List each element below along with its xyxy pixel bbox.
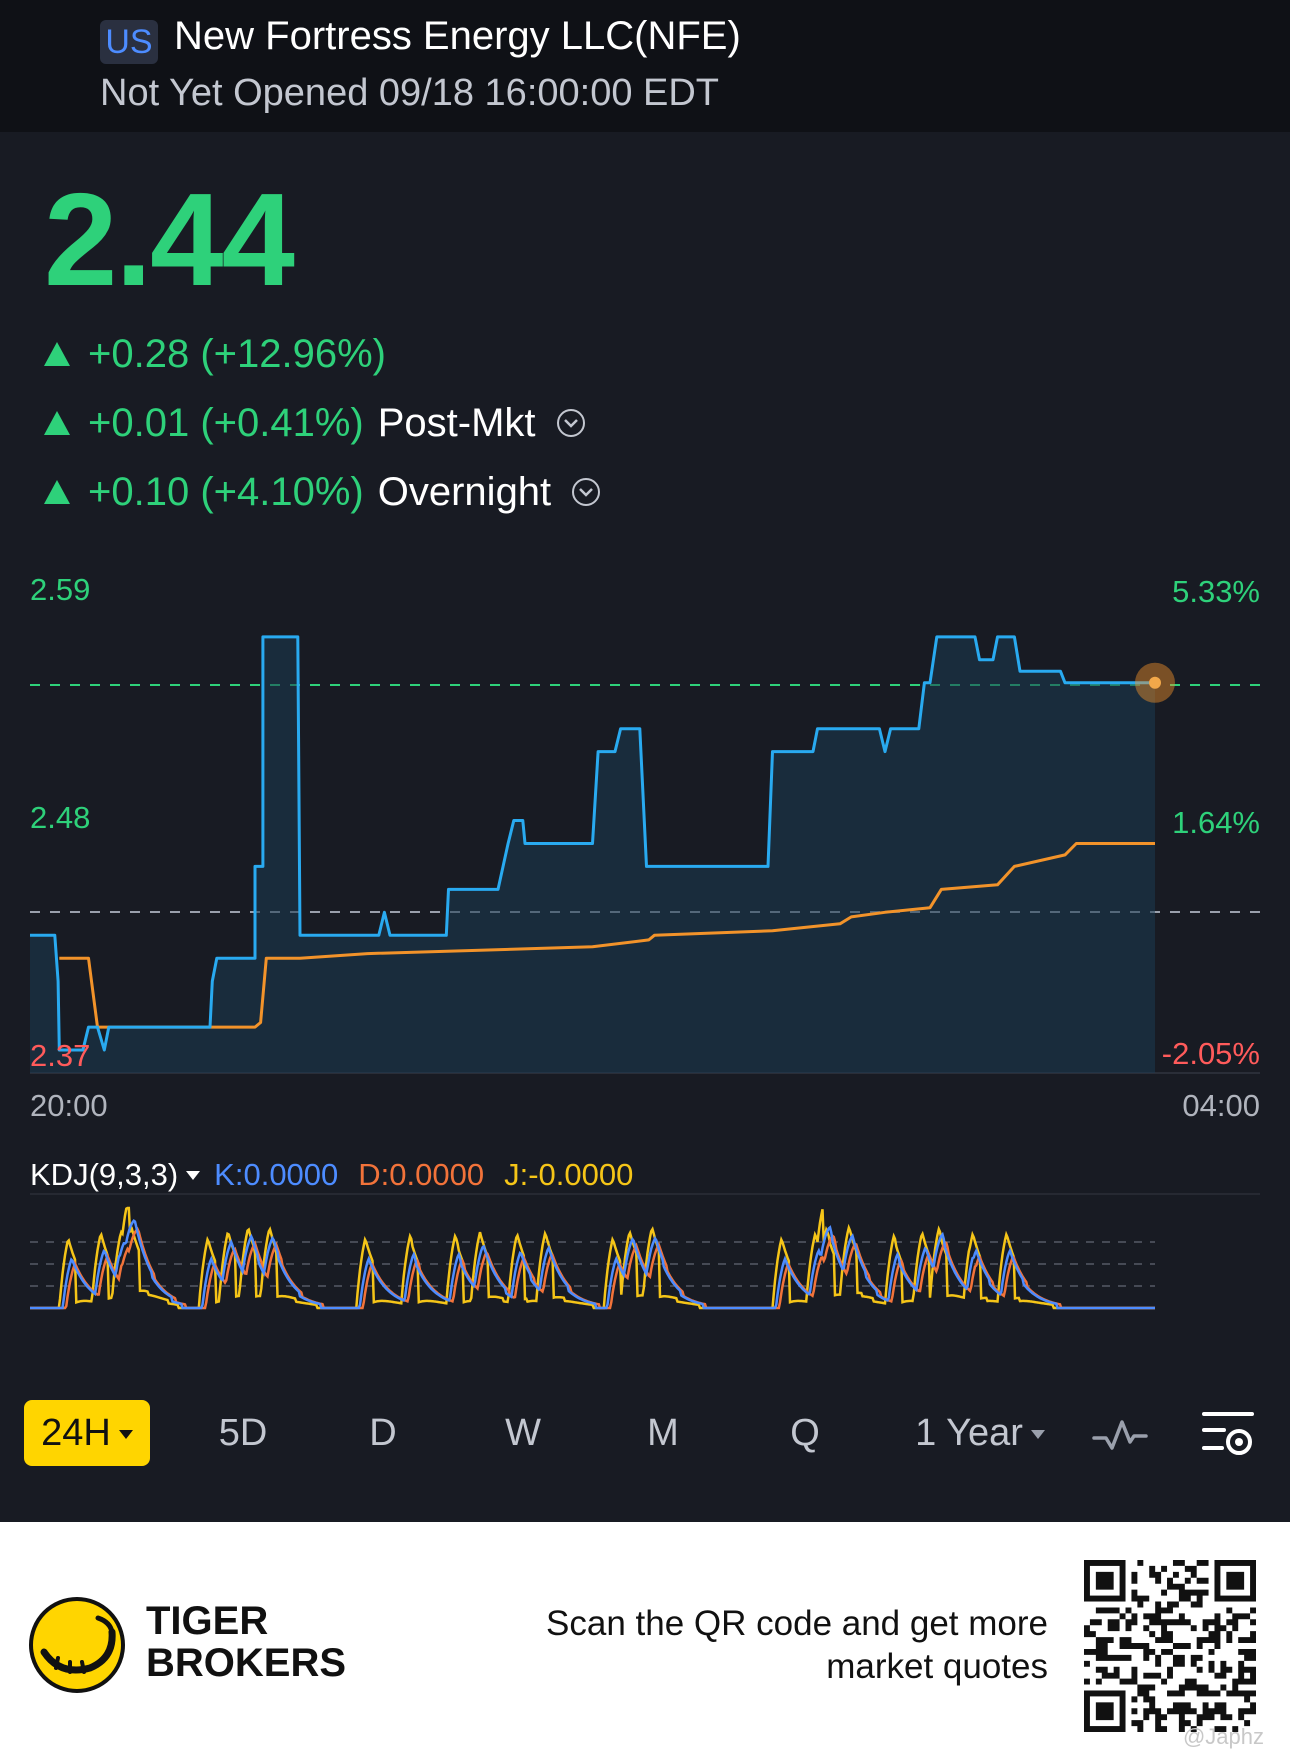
regular-change-row: +0.28 (+12.96%)	[44, 329, 386, 379]
series-layer	[30, 635, 1155, 1073]
brand-name: TIGER BROKERS	[146, 1600, 346, 1684]
qr-promo-text: Scan the QR code and get more market quo…	[488, 1602, 1048, 1688]
share-footer: TIGER BROKERS Scan the QR code and get m…	[0, 1522, 1290, 1764]
overnight-row[interactable]: +0.10 (+4.10%) Overnight	[44, 467, 601, 517]
tab-month[interactable]: M	[647, 1412, 679, 1454]
stock-title[interactable]: New Fortress Energy LLC(NFE)	[174, 14, 741, 58]
qr-modules	[1084, 1560, 1256, 1732]
watermark: @Japhz	[1182, 1724, 1264, 1749]
indicator-j-value: J:-0.0000	[504, 1157, 634, 1192]
tab-label: 24H	[41, 1412, 111, 1454]
market-badge: US	[100, 20, 158, 64]
chevron-down-icon[interactable]	[571, 477, 601, 507]
pct-axis-top-label: 5.33%	[1172, 574, 1260, 609]
average-price-line	[59, 842, 1155, 1029]
tab-day[interactable]: D	[369, 1412, 397, 1454]
chart-settings-icon[interactable]	[1200, 1408, 1256, 1462]
current-point-marker	[1149, 676, 1161, 689]
tab-week[interactable]: W	[505, 1412, 541, 1454]
x-axis-end-label: 04:00	[1182, 1088, 1260, 1123]
promo-line-2: market quotes	[826, 1647, 1048, 1686]
app-header: US New Fortress Energy LLC(NFE) Not Yet …	[0, 0, 1290, 132]
brand-line-1: TIGER	[146, 1599, 269, 1643]
last-price: 2.44	[44, 166, 295, 313]
brand-line-2: BROKERS	[146, 1641, 347, 1685]
post-market-label: Post-Mkt	[377, 400, 536, 445]
chevron-down-icon[interactable]	[556, 408, 586, 438]
tab-quarter[interactable]: Q	[790, 1412, 820, 1454]
caret-down-icon	[1030, 1430, 1045, 1440]
y-axis-bottom-label: 2.37	[30, 1038, 91, 1073]
tab-5d[interactable]: 5D	[218, 1412, 268, 1454]
overnight-change: +0.10 (+4.10%)	[88, 469, 364, 514]
caret-down-icon[interactable]	[186, 1170, 201, 1180]
post-market-row[interactable]: +0.01 (+0.41%) Post-Mkt	[44, 398, 586, 448]
indicator-toggle-icon[interactable]	[1092, 1414, 1148, 1454]
pct-axis-mid-label: 1.64%	[1172, 805, 1260, 840]
regular-change: +0.28 (+12.96%)	[88, 331, 386, 376]
qr-finder-pattern	[1084, 1690, 1126, 1732]
market-status: Not Yet Opened 09/18 16:00:00 EDT	[100, 72, 720, 114]
tab-24h[interactable]: 24H	[24, 1400, 150, 1466]
pct-axis-bottom-label: -2.05%	[1161, 1036, 1260, 1071]
kdj-j-line	[30, 1206, 1155, 1310]
price-chart[interactable]	[0, 560, 1290, 1080]
tab-1-year[interactable]: 1 Year	[900, 1400, 1060, 1466]
indicator-d-value: D:0.0000	[358, 1157, 485, 1192]
price-line	[30, 635, 1155, 1052]
post-market-change: +0.01 (+0.41%)	[88, 400, 364, 445]
kdj-chart[interactable]	[0, 1190, 1290, 1350]
period-tabs: 24H 5D D W M Q 1 Year	[0, 1400, 1290, 1470]
y-axis-top-label: 2.59	[30, 572, 91, 607]
indicator-k-value: K:0.0000	[214, 1157, 339, 1192]
up-arrow-icon	[44, 411, 70, 435]
price-area-fill	[30, 636, 1155, 1073]
kdj-lines	[30, 1206, 1155, 1310]
qr-finder-pattern	[1214, 1560, 1256, 1602]
promo-line-1: Scan the QR code and get more	[546, 1604, 1048, 1643]
qr-finder-pattern	[1084, 1560, 1126, 1602]
overnight-label: Overnight	[377, 469, 552, 514]
indicator-selector[interactable]: KDJ(9,3,3)	[30, 1157, 179, 1192]
kdj-k-line	[30, 1218, 1155, 1310]
up-arrow-icon	[44, 480, 70, 504]
up-arrow-icon	[44, 342, 70, 366]
indicator-legend: KDJ(9,3,3) K:0.0000 D:0.0000 J:-0.0000	[30, 1157, 633, 1193]
caret-down-icon	[118, 1430, 133, 1440]
x-axis-start-label: 20:00	[30, 1088, 108, 1123]
tab-label: 1 Year	[915, 1412, 1023, 1454]
tiger-brokers-logo	[29, 1597, 125, 1693]
qr-code	[1084, 1560, 1256, 1732]
y-axis-mid-label: 2.48	[30, 800, 91, 835]
